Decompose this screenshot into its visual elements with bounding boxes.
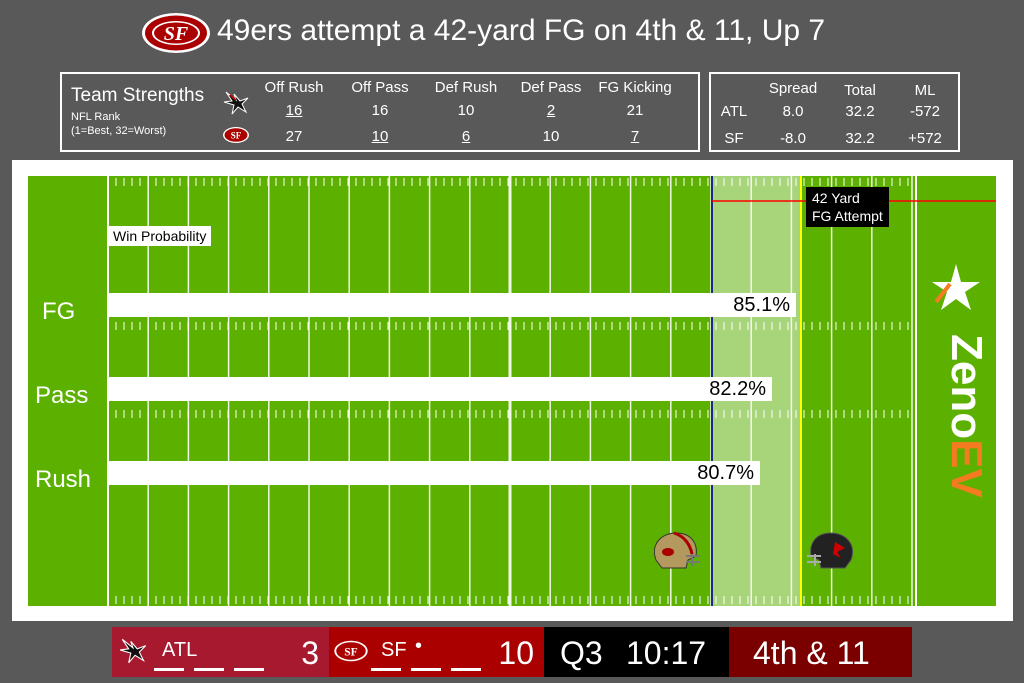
svg-text:SF: SF: [344, 646, 358, 659]
atl-def-rush: 10: [457, 102, 475, 119]
atl-def-pass: 2: [546, 102, 556, 119]
home-timeout-2: [411, 668, 441, 671]
svg-text:ZenoEV: ZenoEV: [942, 334, 984, 498]
team-strengths-subtitle: NFL Rank (1=Best, 32=Worst): [71, 110, 166, 138]
scoreboard-home: SF SF • 10: [329, 627, 544, 677]
win-probability-label: Win Probability: [108, 226, 212, 246]
home-timeout-1: [371, 668, 401, 671]
atl-ml: -572: [909, 103, 941, 120]
sf-total: 32.2: [845, 130, 875, 147]
atl-spread: 8.0: [782, 103, 804, 120]
sf-off-pass: 10: [371, 128, 389, 145]
49ers-logo-icon: SF: [141, 12, 211, 54]
home-score: 10: [498, 635, 534, 671]
falcons-logo-icon: [222, 90, 252, 116]
sf-ml: +572: [908, 130, 942, 147]
scoreboard-away: ATL 3: [112, 627, 329, 677]
sf-def-rush: 6: [461, 128, 471, 145]
col-def-pass: Def Pass: [520, 79, 582, 96]
falcons-helmet-icon: [805, 530, 859, 572]
option-label-fg: FG: [42, 298, 76, 325]
fg-callout-text: FG Attempt: [812, 208, 883, 224]
svg-text:SF: SF: [164, 23, 189, 45]
option-label-rush: Rush: [35, 466, 92, 493]
team-strengths-panel: Team Strengths NFL Rank (1=Best, 32=Wors…: [60, 72, 700, 152]
svg-text:SF: SF: [231, 131, 242, 141]
win-prob-bar-rush: 80.7%: [108, 461, 760, 485]
win-prob-bar-pass: 82.2%: [108, 377, 772, 401]
col-spread: Spread: [768, 80, 818, 97]
fg-callout-yards: 42 Yard: [812, 190, 860, 206]
win-prob-value-rush: 80.7%: [697, 462, 754, 484]
win-prob-value-fg: 85.1%: [733, 294, 790, 316]
49ers-logo-icon: SF: [222, 126, 250, 144]
away-abbr: ATL: [162, 639, 198, 661]
falcons-logo-icon: [118, 635, 150, 667]
sf-off-rush: 27: [285, 128, 303, 145]
home-abbr: SF: [381, 639, 407, 661]
odds-atl-label: ATL: [720, 103, 748, 120]
col-def-rush: Def Rush: [434, 79, 498, 96]
home-timeout-3: [451, 668, 481, 671]
sf-fg-kicking: 7: [630, 128, 640, 145]
col-ml: ML: [914, 82, 936, 99]
quarter: Q3: [560, 635, 603, 671]
49ers-helmet-icon: [648, 530, 702, 572]
down-and-distance: 4th & 11: [753, 635, 870, 671]
team-strengths-title: Team Strengths: [71, 85, 205, 106]
col-total: Total: [844, 82, 876, 99]
col-off-pass: Off Pass: [351, 79, 409, 96]
win-prob-value-pass: 82.2%: [709, 378, 766, 400]
away-timeout-2: [194, 668, 224, 671]
betting-odds-panel: Spread Total ML ATL 8.0 32.2 -572 SF -8.…: [709, 72, 960, 152]
win-prob-bar-fg: 85.1%: [108, 293, 796, 317]
game-clock: 10:17: [626, 635, 707, 671]
away-timeout-3: [234, 668, 264, 671]
scoreboard-down: 4th & 11: [729, 627, 912, 677]
away-score: 3: [301, 635, 319, 671]
atl-total: 32.2: [845, 103, 875, 120]
zenoev-logo: ZenoEV: [928, 262, 991, 524]
col-fg-kicking: FG Kicking: [598, 79, 672, 96]
fg-attempt-callout: 42 Yard FG Attempt: [806, 187, 889, 227]
option-label-pass: Pass: [35, 382, 89, 409]
atl-fg-kicking: 21: [626, 102, 644, 119]
scoreboard-clock: Q3 10:17: [544, 627, 729, 677]
49ers-logo-icon: SF: [333, 639, 369, 663]
nfl-rank-label: NFL Rank: [71, 111, 121, 123]
sf-def-pass: 10: [542, 128, 560, 145]
sf-spread: -8.0: [780, 130, 806, 147]
col-off-rush: Off Rush: [264, 79, 324, 96]
possession-indicator: •: [415, 635, 423, 657]
away-timeout-1: [154, 668, 184, 671]
atl-off-rush: 16: [285, 102, 303, 119]
atl-off-pass: 16: [371, 102, 389, 119]
odds-sf-label: SF: [724, 130, 744, 147]
rank-scale-label: (1=Best, 32=Worst): [71, 125, 167, 137]
page-title: 49ers attempt a 42-yard FG on 4th & 11, …: [217, 14, 826, 47]
